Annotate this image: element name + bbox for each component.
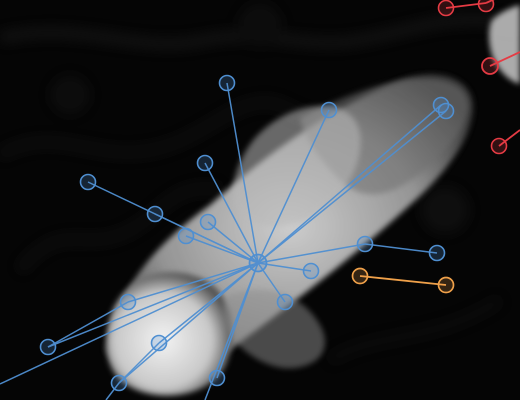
blue-node-18 xyxy=(39,338,57,356)
red-edge-3 xyxy=(489,51,520,67)
blue-node-1 xyxy=(218,74,236,92)
blue-node-11 xyxy=(356,235,374,253)
blue-node-15 xyxy=(150,334,168,352)
blue-node-17 xyxy=(110,374,128,392)
blue-edge-5 xyxy=(185,235,259,264)
blue-edge-1 xyxy=(226,82,259,264)
orange-skeleton xyxy=(351,267,455,294)
blue-node-hub xyxy=(248,253,268,273)
orange-edge-1 xyxy=(359,275,447,286)
blue-node-7 xyxy=(320,101,338,119)
red-node-4 xyxy=(490,137,508,155)
blue-edge-23 xyxy=(105,382,120,400)
blue-node-6 xyxy=(199,213,217,231)
red-node-2 xyxy=(477,0,495,13)
blue-edge-18 xyxy=(0,262,259,385)
other-animal xyxy=(489,5,520,84)
blue-edge-13 xyxy=(127,262,259,303)
blue-node-2 xyxy=(196,154,214,172)
red-edge-4 xyxy=(498,129,520,147)
blue-edge-17 xyxy=(47,262,259,348)
blue-node-10 xyxy=(302,262,320,280)
blue-edge-16 xyxy=(118,262,259,384)
blue-edge-22 xyxy=(118,342,160,384)
blue-node-16 xyxy=(208,369,226,387)
background-texture xyxy=(0,3,520,364)
red-node-3 xyxy=(481,57,499,75)
blue-node-9 xyxy=(437,102,455,120)
blue-node-4 xyxy=(146,205,164,223)
blue-node-13 xyxy=(276,293,294,311)
blue-edge-20 xyxy=(364,243,438,254)
red-edge-2 xyxy=(485,0,495,4)
blue-edge-21 xyxy=(47,301,129,348)
red-node-1 xyxy=(437,0,455,17)
red-skeleton xyxy=(437,0,520,155)
blue-edge-11 xyxy=(257,243,366,264)
blue-edge-7 xyxy=(257,109,330,264)
blue-skeleton xyxy=(0,74,455,400)
orange-node-1 xyxy=(351,267,369,285)
blue-node-3 xyxy=(79,173,97,191)
blue-edge-4 xyxy=(154,213,259,264)
blue-node-14 xyxy=(119,293,137,311)
blue-edge-2 xyxy=(204,162,259,264)
blue-edge-8 xyxy=(257,104,442,264)
blue-node-5 xyxy=(177,227,195,245)
blue-edge-9 xyxy=(257,110,447,264)
blue-edge-19 xyxy=(204,262,259,400)
blue-node-12 xyxy=(428,244,446,262)
orange-node-2 xyxy=(437,276,455,294)
blue-edge-6 xyxy=(207,221,259,264)
